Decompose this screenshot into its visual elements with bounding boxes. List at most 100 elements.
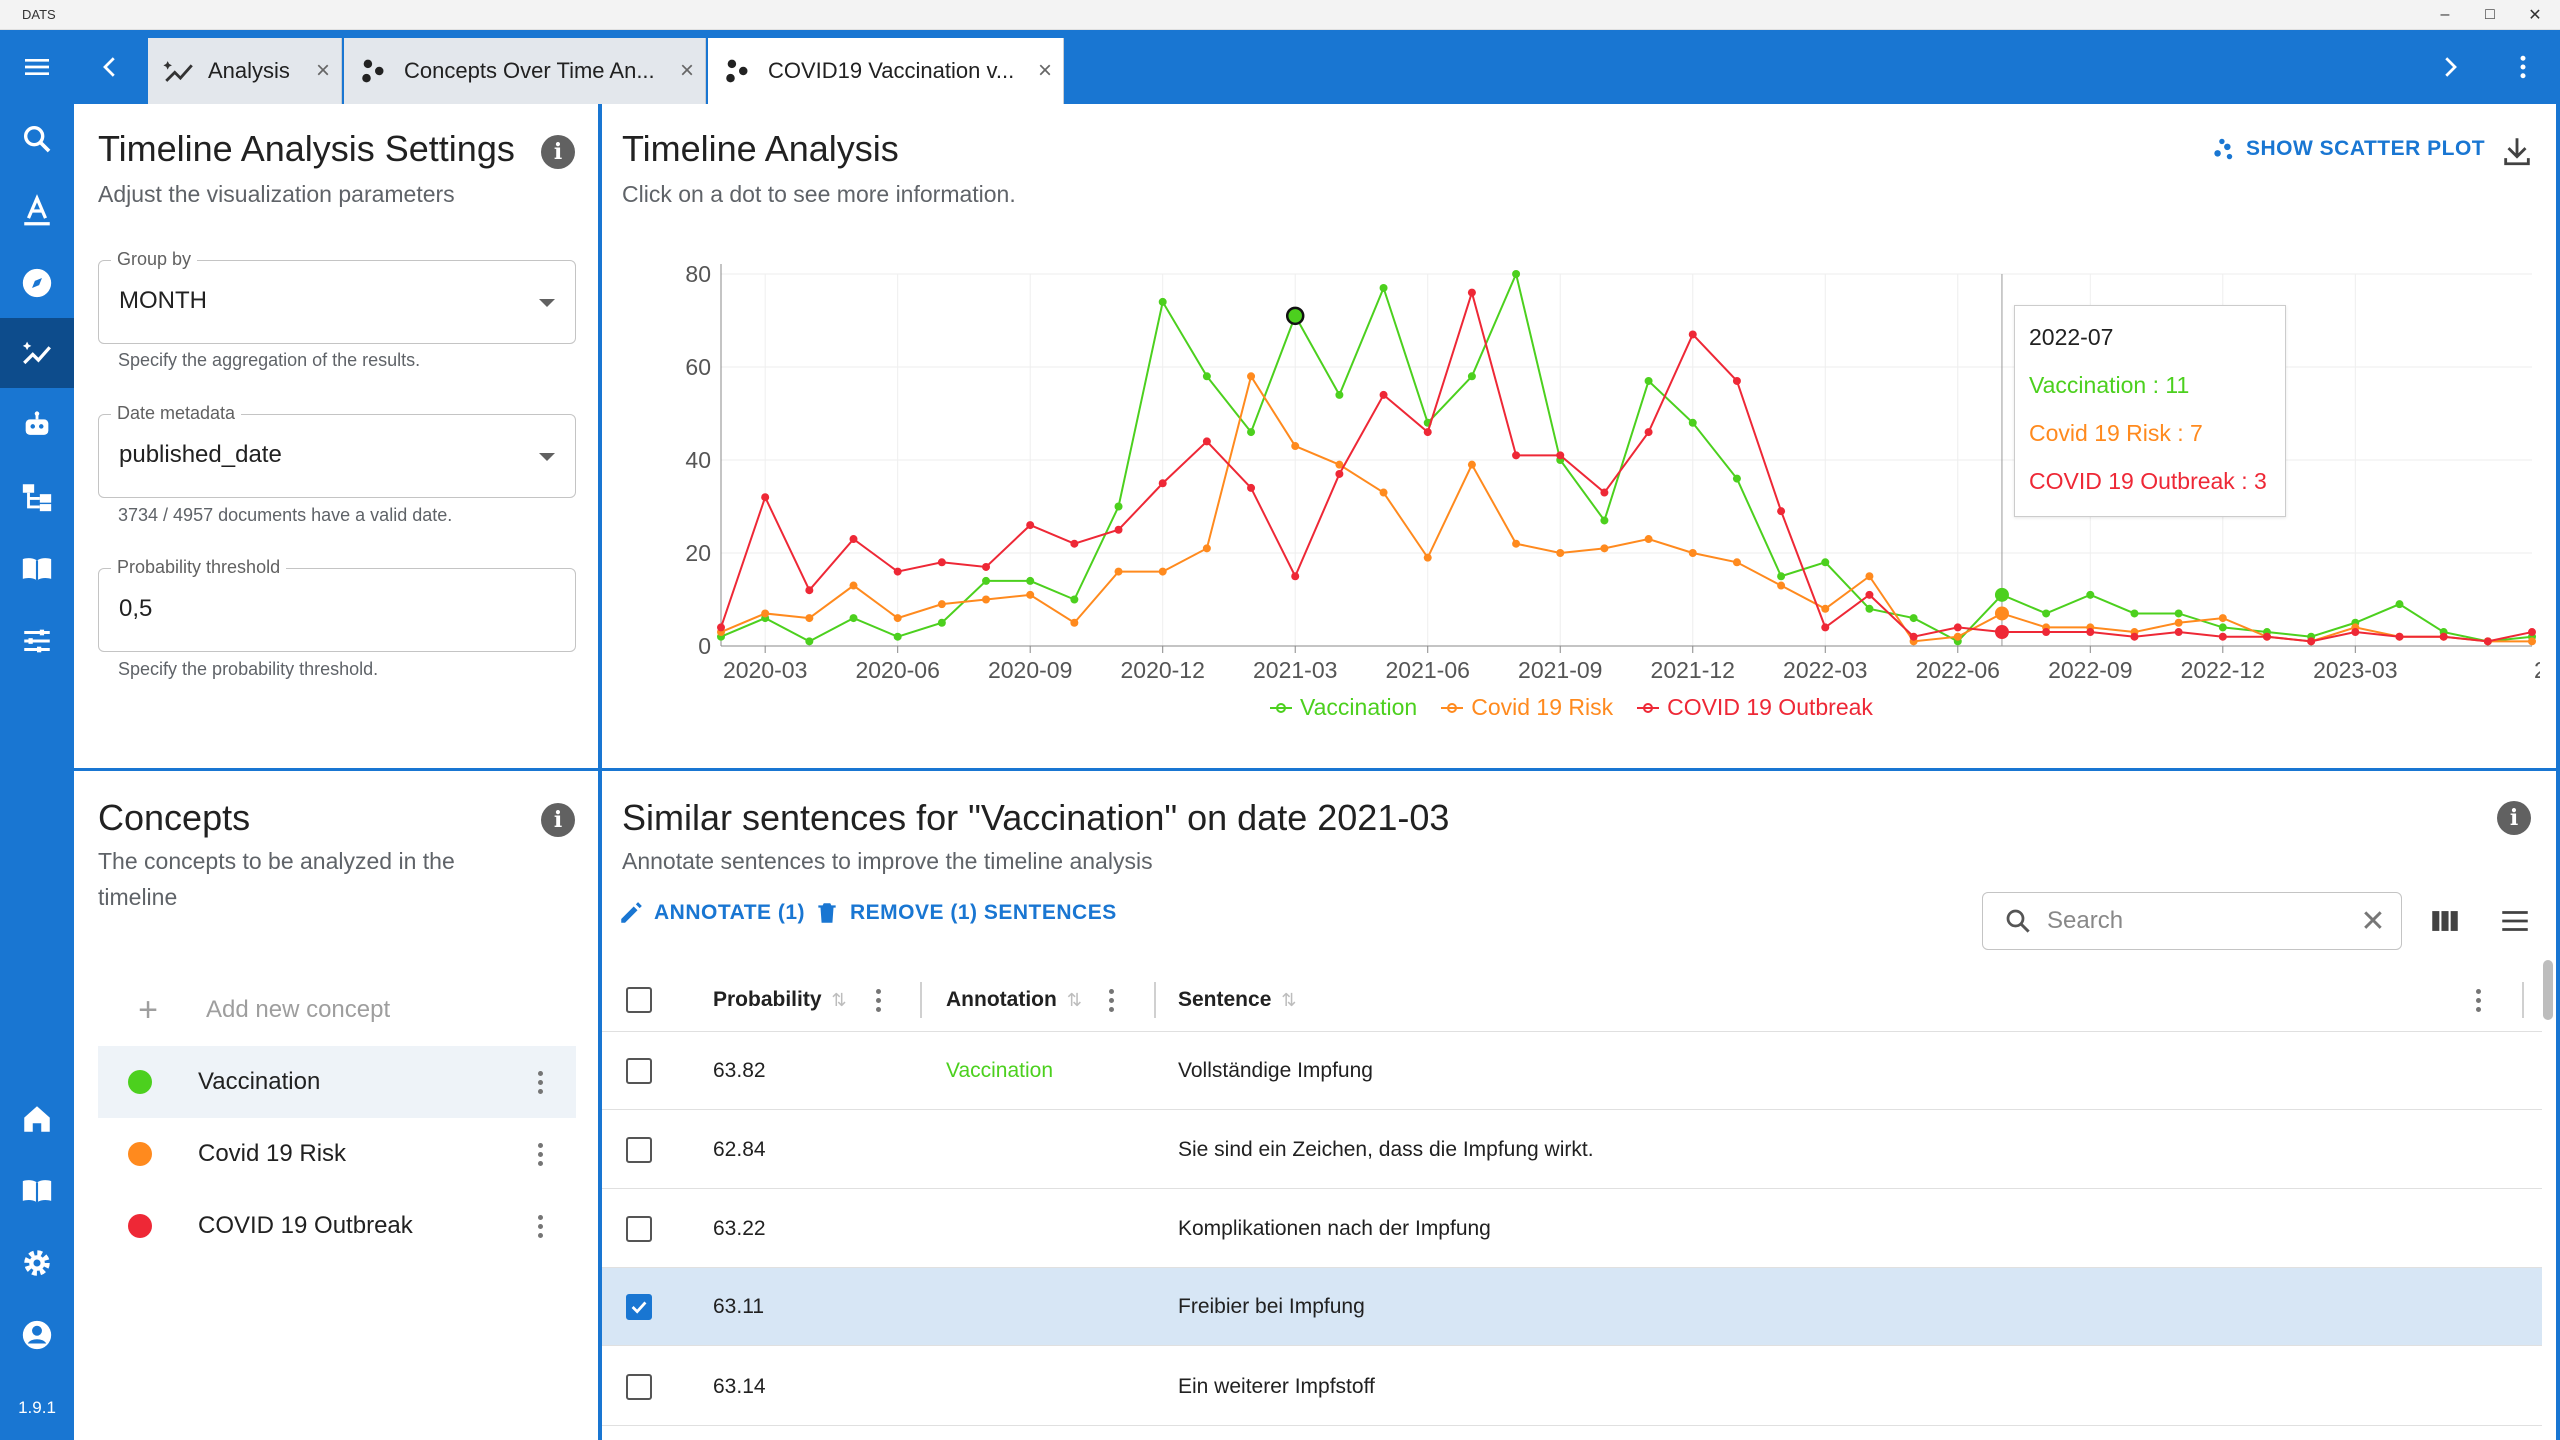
minimize-button[interactable]: – [2440, 6, 2450, 23]
group-by-select[interactable]: Group by MONTH [98, 249, 576, 344]
sidebar-item-home[interactable] [0, 1084, 74, 1154]
concept-item[interactable]: COVID 19 Outbreak [98, 1190, 576, 1262]
data-point[interactable] [1600, 544, 1609, 553]
data-point[interactable] [1688, 549, 1697, 557]
data-point[interactable] [2351, 628, 2360, 637]
tabs-scroll-left-button[interactable] [80, 30, 140, 104]
tab-analysis[interactable]: Analysis × [148, 38, 342, 104]
data-point[interactable] [2086, 590, 2095, 599]
data-point[interactable] [1600, 488, 1609, 497]
table-row[interactable]: 62.84 Sie sind ein Zeichen, dass die Imp… [602, 1111, 2542, 1189]
tab-concepts-over-time[interactable]: Concepts Over Time An... × [344, 38, 706, 104]
data-point[interactable] [1644, 428, 1653, 437]
data-point[interactable] [937, 618, 946, 627]
data-point[interactable] [1821, 604, 1830, 613]
column-header-sentence[interactable]: Sentence ⇅ [1178, 968, 1296, 1032]
data-point[interactable] [982, 595, 991, 604]
data-point[interactable] [2262, 632, 2271, 641]
data-point[interactable] [2130, 632, 2139, 641]
data-point[interactable] [1821, 623, 1830, 632]
concept-item[interactable]: Vaccination [98, 1046, 576, 1118]
sort-icon[interactable]: ⇅ [1281, 989, 1297, 1010]
data-point[interactable] [1953, 632, 1962, 641]
column-separator[interactable] [1154, 982, 1156, 1018]
row-checkbox[interactable] [626, 1032, 652, 1110]
data-point[interactable] [1423, 428, 1432, 437]
data-point[interactable] [1600, 516, 1609, 525]
data-point[interactable] [1953, 623, 1962, 632]
add-concept-button[interactable]: + Add new concept [98, 974, 576, 1046]
data-point[interactable] [1202, 372, 1211, 381]
data-point[interactable] [2483, 637, 2492, 646]
table-row[interactable]: 63.11 Freibier bei Impfung [602, 1268, 2542, 1346]
annotate-button[interactable]: ANNOTATE (1) [618, 900, 805, 926]
data-point[interactable] [805, 614, 814, 623]
data-point[interactable] [1644, 535, 1653, 544]
panel-divider[interactable] [74, 768, 2560, 771]
column-header-annotation[interactable]: Annotation ⇅ [946, 968, 1082, 1032]
close-icon[interactable]: × [679, 57, 694, 84]
data-point[interactable] [1467, 372, 1476, 381]
column-menu-icon[interactable] [1109, 968, 1114, 1032]
clear-icon[interactable]: ✕ [2360, 904, 2386, 938]
data-point[interactable] [893, 614, 902, 623]
data-point[interactable] [2174, 628, 2183, 637]
column-separator[interactable] [920, 982, 922, 1018]
data-point[interactable] [2174, 609, 2183, 618]
more-vert-icon[interactable] [504, 1142, 576, 1166]
data-point[interactable] [1777, 581, 1786, 590]
column-header-probability[interactable]: Probability ⇅ [713, 968, 847, 1032]
data-point[interactable] [1994, 625, 2009, 640]
data-point[interactable] [2130, 609, 2139, 618]
sidebar-item-search[interactable] [0, 104, 74, 174]
data-point[interactable] [1379, 390, 1388, 399]
sidebar-item-robot[interactable] [0, 390, 74, 460]
more-options-button[interactable] [2490, 30, 2556, 104]
data-point[interactable] [1291, 572, 1300, 581]
panel-divider[interactable] [598, 104, 602, 1440]
data-point[interactable] [2528, 628, 2536, 637]
data-point[interactable] [1556, 451, 1565, 460]
data-point[interactable] [2395, 600, 2404, 609]
data-point[interactable] [805, 637, 814, 646]
data-point[interactable] [1379, 283, 1388, 292]
data-point[interactable] [761, 609, 770, 618]
data-point[interactable] [1994, 587, 2009, 602]
data-point[interactable] [1158, 567, 1167, 576]
data-point[interactable] [1114, 502, 1123, 511]
data-point[interactable] [1247, 372, 1256, 381]
data-point[interactable] [1114, 525, 1123, 534]
select-all-checkbox[interactable] [626, 968, 652, 1032]
data-point[interactable] [1202, 544, 1211, 553]
search-input[interactable]: Search ✕ [1982, 892, 2402, 950]
row-checkbox[interactable] [626, 1190, 652, 1268]
sort-icon[interactable]: ⇅ [831, 989, 847, 1010]
data-point[interactable] [761, 493, 770, 502]
data-point[interactable] [717, 623, 725, 632]
data-point[interactable] [1865, 590, 1874, 599]
data-point[interactable] [1994, 606, 2009, 621]
data-point[interactable] [1821, 558, 1830, 567]
row-checkbox[interactable] [626, 1111, 652, 1189]
sidebar-item-book[interactable] [0, 534, 74, 604]
data-point[interactable] [2042, 609, 2051, 618]
data-point[interactable] [1865, 572, 1874, 581]
data-point[interactable] [1070, 539, 1079, 548]
close-icon[interactable]: × [1037, 57, 1052, 84]
data-point[interactable] [1158, 479, 1167, 488]
density-button[interactable] [2498, 904, 2532, 943]
column-menu-icon[interactable] [2476, 968, 2481, 1032]
columns-button[interactable] [2428, 904, 2462, 943]
column-menu-icon[interactable] [876, 968, 881, 1032]
data-point[interactable] [1732, 558, 1741, 567]
data-point[interactable] [1335, 460, 1344, 469]
data-point[interactable] [2528, 637, 2536, 646]
maximize-button[interactable]: □ [2485, 6, 2495, 23]
data-point[interactable] [1732, 474, 1741, 483]
data-point[interactable] [1291, 442, 1300, 451]
more-vert-icon[interactable] [504, 1070, 576, 1094]
data-point[interactable] [1512, 270, 1521, 278]
data-point[interactable] [2395, 632, 2404, 641]
data-point[interactable] [1026, 590, 1035, 599]
data-point[interactable] [1335, 390, 1344, 399]
